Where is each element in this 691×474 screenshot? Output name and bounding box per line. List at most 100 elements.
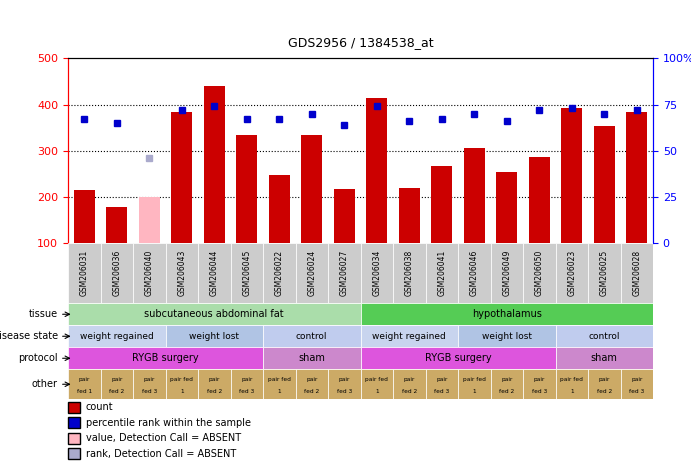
- Bar: [74, 190, 95, 243]
- Bar: [366, 99, 388, 243]
- Bar: [301, 135, 322, 243]
- Bar: [68, 303, 361, 325]
- Text: rank, Detection Call = ABSENT: rank, Detection Call = ABSENT: [86, 449, 236, 459]
- Bar: [529, 157, 550, 243]
- Bar: [556, 325, 653, 347]
- Text: pair: pair: [631, 377, 643, 382]
- Text: GSM206022: GSM206022: [275, 250, 284, 296]
- Bar: [561, 108, 583, 243]
- Text: GSM206025: GSM206025: [600, 250, 609, 296]
- Bar: [458, 243, 491, 303]
- Text: GSM206046: GSM206046: [470, 250, 479, 296]
- Bar: [361, 303, 653, 325]
- Text: fed 2: fed 2: [304, 389, 319, 394]
- Text: percentile rank within the sample: percentile rank within the sample: [86, 418, 251, 428]
- Bar: [621, 369, 653, 399]
- Bar: [361, 325, 458, 347]
- Text: GSM206043: GSM206043: [178, 250, 187, 296]
- Text: fed 3: fed 3: [337, 389, 352, 394]
- Bar: [263, 369, 296, 399]
- Text: fed 3: fed 3: [434, 389, 449, 394]
- Bar: [431, 165, 453, 243]
- Bar: [133, 243, 166, 303]
- Bar: [361, 347, 556, 369]
- Text: fed 2: fed 2: [109, 389, 124, 394]
- Bar: [296, 243, 328, 303]
- Text: other: other: [32, 379, 57, 389]
- Text: tissue: tissue: [28, 309, 57, 319]
- Bar: [399, 188, 420, 243]
- Bar: [523, 369, 556, 399]
- Bar: [198, 369, 231, 399]
- Bar: [68, 369, 100, 399]
- Bar: [626, 112, 647, 243]
- Bar: [523, 243, 556, 303]
- Bar: [204, 86, 225, 243]
- Text: fed 3: fed 3: [531, 389, 547, 394]
- Text: GSM206028: GSM206028: [632, 250, 641, 296]
- Bar: [426, 243, 458, 303]
- Bar: [296, 369, 328, 399]
- Text: pair: pair: [501, 377, 513, 382]
- Bar: [588, 369, 621, 399]
- Bar: [393, 243, 426, 303]
- Text: GSM206034: GSM206034: [372, 250, 381, 296]
- Text: pair: pair: [339, 377, 350, 382]
- Text: fed 2: fed 2: [596, 389, 612, 394]
- Bar: [393, 369, 426, 399]
- Text: protocol: protocol: [18, 353, 57, 363]
- Text: 1: 1: [473, 389, 476, 394]
- Text: GSM206040: GSM206040: [144, 250, 154, 296]
- Text: 1: 1: [180, 389, 184, 394]
- Text: pair fed: pair fed: [463, 377, 486, 382]
- Bar: [231, 369, 263, 399]
- Text: GSM206038: GSM206038: [405, 250, 414, 296]
- Text: fed 3: fed 3: [239, 389, 254, 394]
- Text: GDS2956 / 1384538_at: GDS2956 / 1384538_at: [287, 36, 433, 49]
- Text: fed 3: fed 3: [629, 389, 645, 394]
- Bar: [556, 243, 588, 303]
- Text: weight lost: weight lost: [482, 332, 532, 341]
- Text: sham: sham: [299, 353, 325, 363]
- Text: pair: pair: [79, 377, 90, 382]
- Bar: [106, 207, 127, 243]
- Text: GSM206031: GSM206031: [79, 250, 88, 296]
- Bar: [100, 243, 133, 303]
- Bar: [100, 369, 133, 399]
- Text: pair: pair: [144, 377, 155, 382]
- Bar: [361, 243, 393, 303]
- Text: 1: 1: [278, 389, 281, 394]
- Text: fed 3: fed 3: [142, 389, 157, 394]
- Bar: [496, 172, 518, 243]
- Bar: [328, 369, 361, 399]
- Text: fed 1: fed 1: [77, 389, 92, 394]
- Text: fed 2: fed 2: [499, 389, 514, 394]
- Bar: [263, 347, 361, 369]
- Text: fed 2: fed 2: [401, 389, 417, 394]
- Text: pair fed: pair fed: [170, 377, 193, 382]
- Text: subcutaneous abdominal fat: subcutaneous abdominal fat: [144, 309, 284, 319]
- Text: RYGB surgery: RYGB surgery: [425, 353, 491, 363]
- Text: RYGB surgery: RYGB surgery: [132, 353, 199, 363]
- Bar: [458, 369, 491, 399]
- Text: GSM206027: GSM206027: [340, 250, 349, 296]
- Text: GSM206049: GSM206049: [502, 250, 511, 296]
- Bar: [269, 175, 290, 243]
- Bar: [263, 243, 296, 303]
- Bar: [556, 347, 653, 369]
- Text: pair fed: pair fed: [560, 377, 583, 382]
- Text: pair: pair: [598, 377, 610, 382]
- Bar: [263, 325, 361, 347]
- Bar: [133, 369, 166, 399]
- Text: pair: pair: [404, 377, 415, 382]
- Text: weight lost: weight lost: [189, 332, 239, 341]
- Text: GSM206045: GSM206045: [243, 250, 252, 296]
- Text: count: count: [86, 402, 113, 412]
- Text: pair: pair: [436, 377, 448, 382]
- Bar: [236, 135, 257, 243]
- Text: control: control: [589, 332, 620, 341]
- Text: pair: pair: [533, 377, 545, 382]
- Text: pair: pair: [209, 377, 220, 382]
- Text: pair: pair: [306, 377, 317, 382]
- Bar: [361, 369, 393, 399]
